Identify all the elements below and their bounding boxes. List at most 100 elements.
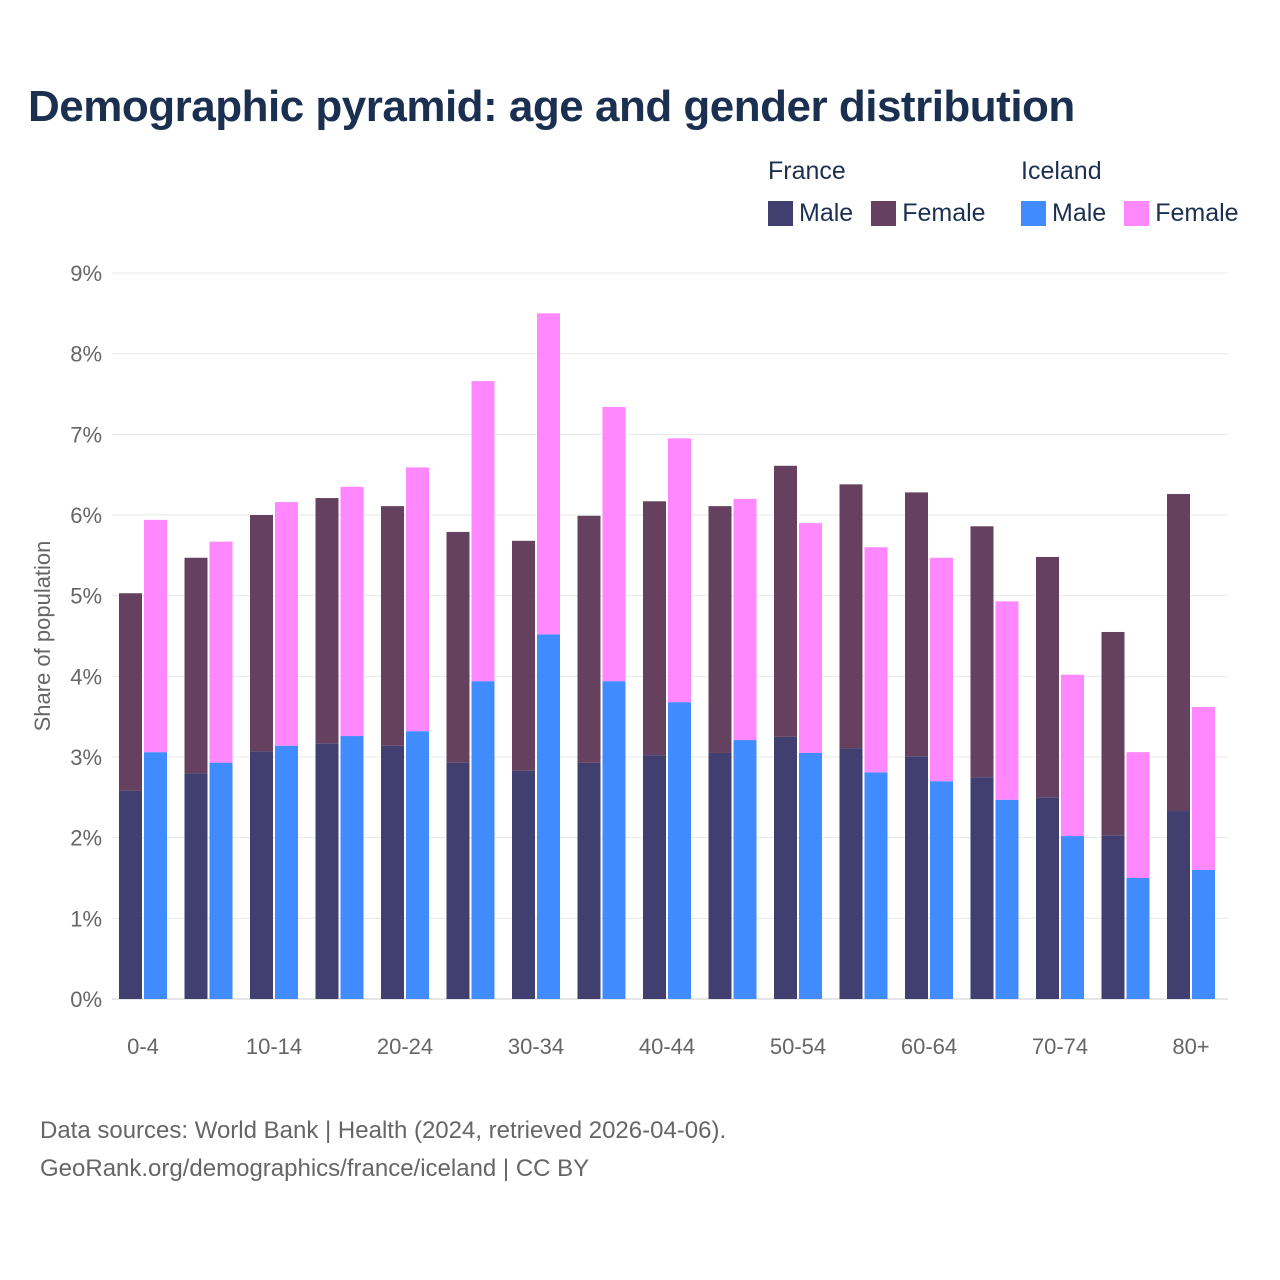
x-tick-label: 70-74 (1032, 1034, 1088, 1059)
bar-iceland-female (275, 502, 298, 746)
bar-france-female (250, 515, 273, 752)
bar-france-male (839, 748, 863, 999)
bar-iceland-female (1192, 706, 1215, 870)
bar-iceland-female (406, 467, 429, 732)
bar-iceland-male (1126, 878, 1150, 999)
x-tick-label: 30-34 (508, 1034, 564, 1059)
bar-iceland-male (930, 781, 953, 999)
bar-france-female (446, 531, 470, 763)
x-tick-label: 10-14 (246, 1034, 302, 1059)
y-tick-label: 0% (70, 987, 102, 1012)
bar-france-male (905, 756, 928, 999)
y-tick-label: 8% (70, 342, 102, 367)
bar-iceland-female (144, 519, 167, 753)
bar-france-male (512, 770, 535, 999)
bar-iceland-female (537, 313, 560, 635)
legend-swatch (871, 201, 897, 226)
bar-iceland-male (799, 752, 822, 999)
bar-france-male (1101, 835, 1125, 999)
bar-france-male (184, 773, 208, 999)
bar-iceland-male (406, 731, 429, 999)
bar-france-female (512, 540, 535, 771)
bar-iceland-male (144, 752, 167, 999)
bar-france-male (708, 752, 732, 999)
bar-iceland-male (1192, 869, 1215, 999)
y-tick-label: 6% (70, 503, 102, 528)
legend-iceland: Male Female (1021, 199, 1239, 228)
legend-label: Female (1155, 199, 1239, 227)
legend-item-france-female[interactable]: Female (871, 199, 986, 228)
bar-iceland-female (995, 601, 1019, 800)
bar-iceland-male (275, 745, 298, 999)
bar-france-male (643, 755, 666, 999)
bar-france-female (577, 515, 601, 763)
bar-france-female (970, 526, 994, 778)
bar-france-male (315, 743, 339, 999)
y-axis-label: Share of population (30, 541, 55, 732)
legend-france: Male Female (768, 199, 986, 228)
legend-label: Female (902, 199, 986, 227)
bar-france-female (1101, 631, 1125, 836)
source-note: Data sources: World Bank | Health (2024,… (40, 1117, 727, 1144)
bar-iceland-male (537, 634, 560, 999)
bar-france-male (119, 790, 142, 999)
bar-france-female (708, 506, 732, 753)
bar-iceland-female (340, 486, 364, 737)
bar-france-female (774, 465, 797, 737)
bar-iceland-female (471, 381, 495, 682)
attribution: GeoRank.org/demographics/france/iceland … (40, 1155, 590, 1182)
bar-iceland-female (668, 438, 691, 703)
bar-france-female (315, 498, 339, 744)
bar-france-female (1167, 494, 1190, 812)
chart-title: Demographic pyramid: age and gender dist… (28, 82, 1075, 131)
bar-france-female (381, 506, 404, 746)
x-tick-label: 50-54 (770, 1034, 826, 1059)
x-tick-label: 20-24 (377, 1034, 433, 1059)
bar-iceland-male (471, 681, 495, 999)
bar-france-male (250, 751, 273, 999)
legend-swatch (1124, 201, 1150, 226)
bar-france-female (839, 484, 863, 749)
legend-item-france-male[interactable]: Male (768, 199, 853, 228)
legend-item-iceland-female[interactable]: Female (1124, 199, 1239, 228)
y-tick-label: 7% (70, 422, 102, 447)
bar-france-female (184, 557, 208, 774)
bar-iceland-male (209, 762, 233, 999)
bar-iceland-male (340, 736, 364, 999)
bar-france-male (446, 762, 470, 999)
legend-swatch (1021, 201, 1046, 226)
bar-france-female (119, 593, 142, 791)
x-tick-label: 60-64 (901, 1034, 957, 1059)
bar-iceland-female (1126, 752, 1150, 878)
legend-label: Male (799, 199, 854, 227)
legend-swatch (768, 201, 793, 226)
bar-france-female (643, 501, 666, 756)
bar-france-male (1036, 797, 1059, 999)
legend-item-iceland-male[interactable]: Male (1021, 199, 1106, 228)
bar-iceland-male (1061, 836, 1084, 999)
legend-group-iceland: Iceland (1021, 157, 1102, 185)
bar-france-female (905, 492, 928, 757)
bar-iceland-male (995, 799, 1019, 999)
bar-iceland-female (864, 547, 888, 773)
legend-label: Male (1052, 199, 1107, 227)
bar-iceland-female (930, 557, 953, 782)
legend-group-france: France (768, 157, 846, 185)
bar-france-female (1036, 556, 1059, 798)
bar-iceland-female (1061, 674, 1084, 837)
bar-iceland-male (733, 740, 757, 999)
x-tick-label: 40-44 (639, 1034, 695, 1059)
x-tick-label: 0-4 (127, 1034, 159, 1059)
y-tick-label: 2% (70, 826, 102, 851)
bar-iceland-female (799, 523, 822, 753)
bar-iceland-male (864, 772, 888, 999)
y-tick-label: 9% (70, 261, 102, 286)
x-tick-label: 80+ (1172, 1034, 1209, 1059)
bar-iceland-female (209, 541, 233, 763)
bar-france-male (774, 736, 797, 999)
bar-france-male (1167, 811, 1190, 999)
bar-france-male (970, 777, 994, 999)
bar-france-male (381, 745, 404, 999)
